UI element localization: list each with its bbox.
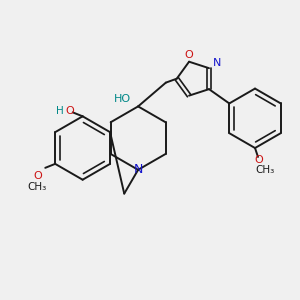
Text: H: H: [56, 106, 64, 116]
Text: CH₃: CH₃: [255, 165, 274, 175]
Text: HO: HO: [114, 94, 131, 104]
Text: O: O: [255, 155, 263, 165]
Text: CH₃: CH₃: [28, 182, 47, 192]
Text: O: O: [65, 106, 74, 116]
Text: O: O: [33, 171, 42, 181]
Text: N: N: [213, 58, 221, 68]
Text: N: N: [134, 163, 143, 176]
Text: O: O: [185, 50, 194, 60]
